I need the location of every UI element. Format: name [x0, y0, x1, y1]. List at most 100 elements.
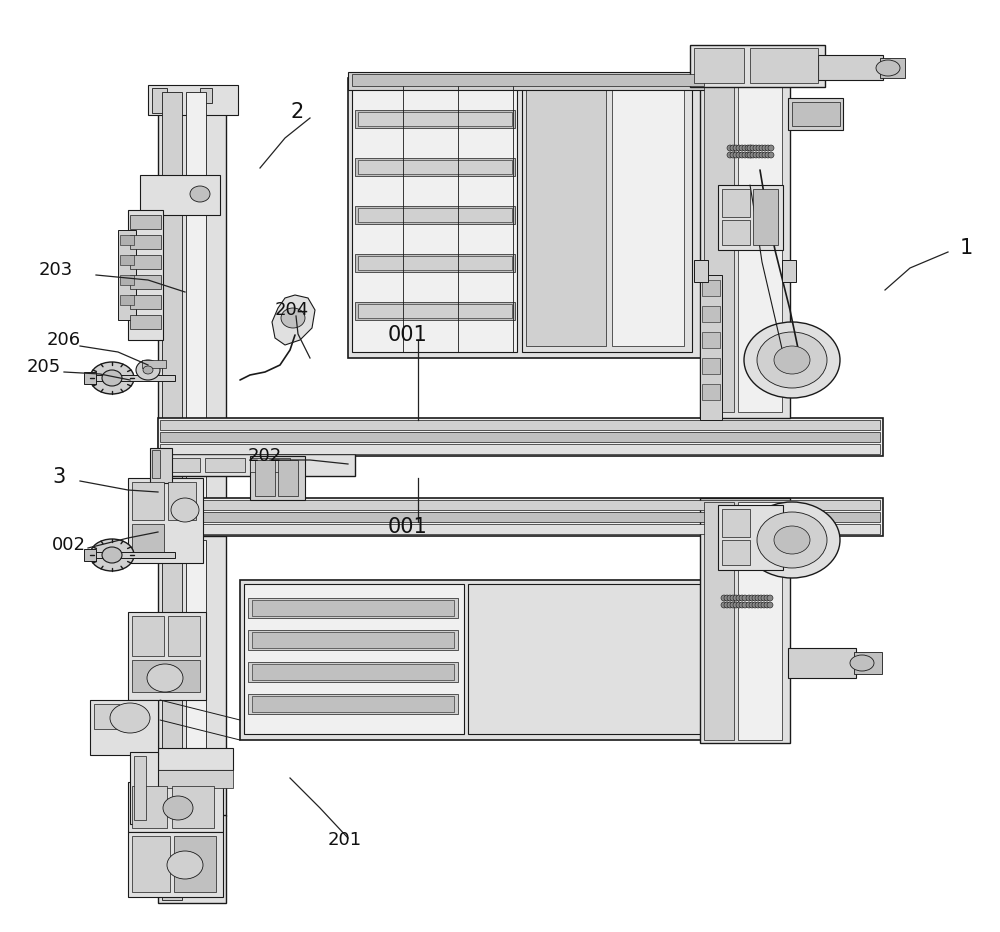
Bar — [252, 632, 454, 648]
Ellipse shape — [755, 602, 761, 608]
Bar — [140, 175, 220, 215]
Ellipse shape — [756, 152, 762, 158]
Bar — [158, 770, 233, 788]
Ellipse shape — [759, 152, 765, 158]
Ellipse shape — [190, 186, 210, 202]
Bar — [722, 540, 750, 565]
Ellipse shape — [749, 602, 755, 608]
Ellipse shape — [761, 595, 767, 601]
Bar — [90, 552, 175, 558]
Bar — [738, 502, 782, 740]
Bar — [168, 482, 196, 520]
Bar — [854, 652, 882, 674]
Bar — [526, 86, 606, 346]
Ellipse shape — [768, 145, 774, 151]
Bar — [788, 98, 843, 130]
Ellipse shape — [753, 145, 759, 151]
Bar — [160, 458, 200, 472]
Bar — [704, 502, 734, 740]
Bar — [722, 220, 750, 245]
Bar — [145, 178, 180, 210]
Ellipse shape — [765, 152, 771, 158]
Bar — [702, 332, 720, 348]
Bar — [700, 78, 790, 418]
Bar — [130, 752, 158, 824]
Text: 201: 201 — [328, 831, 362, 849]
Ellipse shape — [850, 655, 874, 671]
Ellipse shape — [746, 602, 752, 608]
Bar — [818, 55, 883, 80]
Bar — [248, 598, 458, 618]
Text: 204: 204 — [275, 301, 309, 319]
Ellipse shape — [752, 595, 758, 601]
Ellipse shape — [730, 595, 736, 601]
Bar — [130, 255, 161, 269]
Bar — [120, 235, 134, 245]
Bar — [252, 600, 454, 616]
Ellipse shape — [727, 152, 733, 158]
Bar — [130, 315, 161, 329]
Bar — [128, 210, 163, 340]
Bar — [152, 88, 167, 113]
Ellipse shape — [727, 602, 733, 608]
Bar — [700, 498, 790, 743]
Ellipse shape — [730, 145, 736, 151]
Bar — [248, 694, 458, 714]
Text: 001: 001 — [388, 517, 428, 537]
Bar — [704, 82, 734, 412]
Bar — [348, 72, 708, 90]
Ellipse shape — [757, 512, 827, 568]
Bar — [358, 112, 512, 126]
Bar — [128, 832, 223, 897]
Bar — [158, 418, 883, 456]
Bar — [94, 704, 119, 729]
Ellipse shape — [744, 502, 840, 578]
Bar — [358, 256, 512, 270]
Ellipse shape — [742, 145, 748, 151]
Ellipse shape — [748, 152, 754, 158]
Bar — [352, 82, 517, 352]
Bar — [718, 505, 783, 570]
Bar — [162, 92, 182, 512]
Ellipse shape — [733, 145, 739, 151]
Ellipse shape — [750, 152, 756, 158]
Bar — [722, 189, 750, 217]
Bar — [160, 500, 880, 510]
Ellipse shape — [765, 145, 771, 151]
Ellipse shape — [767, 602, 773, 608]
Bar — [158, 748, 233, 770]
Bar — [252, 664, 454, 680]
Polygon shape — [272, 295, 315, 345]
Ellipse shape — [774, 346, 810, 374]
Bar — [468, 584, 712, 734]
Bar — [162, 540, 182, 812]
Ellipse shape — [752, 602, 758, 608]
Bar — [186, 540, 206, 812]
Ellipse shape — [764, 602, 770, 608]
Ellipse shape — [876, 60, 900, 76]
Bar — [158, 815, 226, 903]
Bar — [690, 45, 825, 87]
Ellipse shape — [733, 595, 739, 601]
Bar — [142, 360, 166, 368]
Bar — [240, 580, 720, 740]
Ellipse shape — [171, 498, 199, 522]
Bar — [352, 74, 704, 86]
Bar — [358, 208, 512, 222]
Bar — [130, 235, 161, 249]
Bar — [158, 498, 883, 536]
Text: 001: 001 — [388, 325, 428, 345]
Bar — [132, 786, 167, 828]
Ellipse shape — [727, 145, 733, 151]
Bar — [255, 460, 275, 496]
Bar — [160, 524, 880, 534]
Bar — [132, 660, 200, 692]
Bar — [248, 630, 458, 650]
Bar — [128, 782, 223, 832]
Ellipse shape — [736, 152, 742, 158]
Ellipse shape — [745, 152, 751, 158]
Bar — [84, 372, 96, 384]
Bar — [162, 820, 182, 900]
Ellipse shape — [170, 94, 178, 102]
Ellipse shape — [167, 851, 203, 879]
